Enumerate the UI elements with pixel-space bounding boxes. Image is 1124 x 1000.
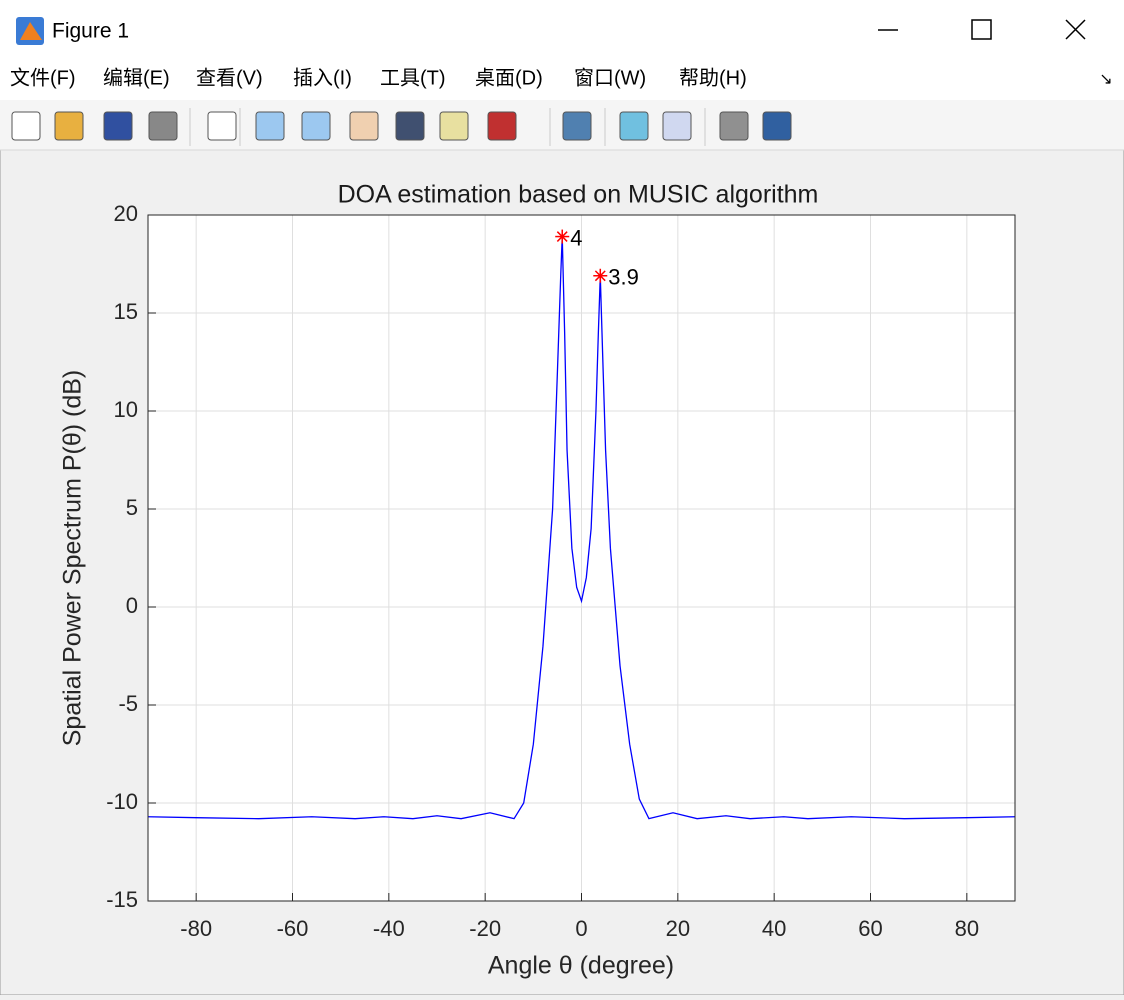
y-tick-label: 15 — [114, 299, 138, 324]
title-bar — [0, 0, 1124, 58]
x-axis-label: Angle θ (degree) — [488, 952, 674, 980]
toolbar-button[interactable] — [619, 111, 649, 141]
x-tick-label: -80 — [180, 916, 212, 941]
y-tick-label: 0 — [126, 593, 138, 618]
x-tick-label: -60 — [277, 916, 309, 941]
toolbar-button[interactable] — [395, 111, 425, 141]
menu-item[interactable]: 窗口(W) — [574, 66, 646, 89]
axes-box — [147, 214, 1016, 902]
x-tick-label: -40 — [373, 916, 405, 941]
toolbar-button[interactable] — [54, 111, 84, 141]
toolbar-button[interactable] — [11, 111, 41, 141]
y-tick-label: 10 — [114, 397, 138, 422]
x-tick-label: -20 — [469, 916, 501, 941]
toolbar-button[interactable] — [301, 111, 331, 141]
y-axis-label: Spatial Power Spectrum P(θ) (dB) — [59, 370, 87, 747]
toolbar-button[interactable] — [148, 111, 178, 141]
maximize-button[interactable] — [971, 19, 992, 40]
toolbar-button[interactable] — [255, 111, 285, 141]
x-tick-label: 40 — [762, 916, 786, 941]
y-tick-label: 20 — [114, 201, 138, 226]
menu-item[interactable]: 工具(T) — [380, 67, 446, 89]
window-title: Figure 1 — [52, 20, 129, 43]
toolbar — [0, 100, 1124, 150]
toolbar-button[interactable] — [762, 111, 792, 141]
peak-marker — [593, 268, 608, 283]
app-icon-shape — [20, 22, 42, 40]
x-tick-label: 20 — [666, 916, 690, 941]
menu-item[interactable]: 帮助(H) — [679, 66, 747, 89]
toolbar-button[interactable] — [103, 111, 133, 141]
menu-item[interactable]: 文件(F) — [10, 66, 76, 89]
menu-arrow[interactable]: ↘ — [1099, 71, 1112, 88]
toolbar-icons — [11, 108, 792, 146]
x-tick-label: 80 — [955, 916, 979, 941]
peak-annotation: 4 — [570, 225, 582, 250]
close-button[interactable] — [1065, 19, 1086, 40]
y-tick-label: 5 — [126, 495, 138, 520]
chart-title: DOA estimation based on MUSIC algorithm — [338, 181, 819, 209]
plot: -80 -60 -40 -20 0 20 40 60 80 -15 -10 -5 0 5 10 15 20 4 3.… — [106, 201, 1016, 941]
menu-item[interactable]: 桌面(D) — [475, 66, 543, 89]
y-tick-label: -10 — [106, 789, 138, 814]
toolbar-button[interactable] — [207, 111, 237, 141]
menu: 文件(F) 编辑(E) 查看(V) 插入(I) 工具(T) 桌面(D) 窗口(W) 帮助(H) — [10, 66, 747, 89]
toolbar-button[interactable] — [562, 111, 592, 141]
y-tick-label: -15 — [106, 887, 138, 912]
peak-marker — [555, 229, 570, 244]
menu-bar — [0, 58, 1124, 100]
toolbar-button[interactable] — [487, 111, 517, 141]
y-tick-label: -5 — [118, 691, 138, 716]
toolbar-button[interactable] — [662, 111, 692, 141]
toolbar-button[interactable] — [719, 111, 749, 141]
menu-item[interactable]: 查看(V) — [196, 66, 263, 89]
menu-item[interactable]: 编辑(E) — [103, 66, 170, 89]
x-tick-label: 60 — [858, 916, 882, 941]
menu-item[interactable]: 插入(I) — [293, 66, 352, 89]
toolbar-button[interactable] — [439, 111, 469, 141]
toolbar-button[interactable] — [349, 111, 379, 141]
spectrum-line — [147, 236, 1016, 820]
peak-annotation: 3.9 — [608, 265, 639, 290]
x-tick-label: 0 — [575, 916, 587, 941]
